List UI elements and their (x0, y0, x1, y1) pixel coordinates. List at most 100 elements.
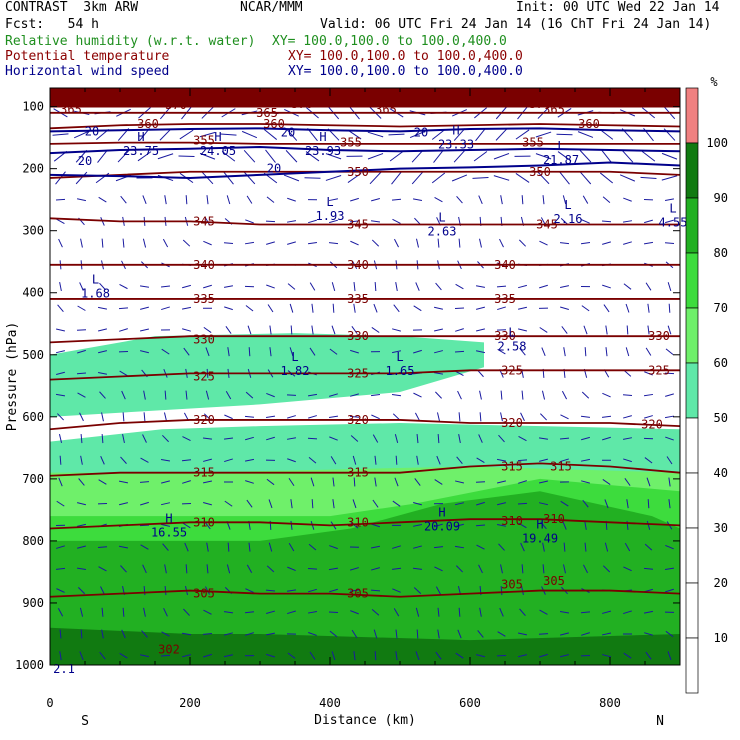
wind-arrow (371, 198, 380, 202)
wind-arrow (579, 171, 592, 185)
theta-label: 345 (193, 214, 215, 228)
y-tick-label: 800 (22, 534, 44, 548)
wind-arrow (498, 543, 505, 551)
wind-arrow (478, 434, 483, 443)
extremum-marker: H (214, 130, 221, 144)
extremum-marker: L (291, 350, 298, 364)
theta-label: 335 (347, 292, 369, 306)
wind-arrow (563, 347, 566, 357)
x-tick-label: 800 (599, 696, 621, 710)
wind-arrow (329, 630, 338, 638)
wind-arrow (518, 435, 527, 442)
wind-arrow (456, 456, 463, 465)
wind-arrow (622, 437, 633, 440)
colorbar-segment (685, 417, 699, 474)
wind-arrow (374, 282, 377, 292)
wind-arrow (539, 609, 548, 615)
wind-arrow (622, 220, 633, 223)
wind-arrow (643, 241, 654, 245)
wind-arrow (496, 458, 507, 462)
wind-arrow (601, 149, 612, 163)
wind-arrow (413, 587, 422, 594)
y-tick-label: 500 (22, 348, 44, 362)
x-tick-label: 0 (46, 696, 53, 710)
wind-arrow (601, 415, 612, 418)
wind-arrow (434, 566, 443, 572)
wind-arrow (581, 632, 590, 636)
wind-arrow (458, 238, 461, 248)
wind-arrow (599, 172, 614, 184)
wind-arrow (224, 500, 233, 507)
wind-arrow (371, 608, 380, 616)
wind-arrow (309, 651, 316, 660)
wind-arrow (286, 220, 297, 223)
wind-arrow (179, 129, 194, 140)
wind-arrow (661, 152, 678, 160)
wind-arrow (182, 522, 191, 529)
wind-arrow (287, 241, 296, 245)
colorbar-segment (685, 637, 699, 694)
wind-arrow (437, 238, 440, 248)
wind-arrow (221, 150, 236, 162)
wind-arrow (661, 175, 678, 181)
wind-arrow (454, 350, 465, 353)
colorbar-label: 30 (714, 521, 728, 535)
wind-arrow (416, 238, 419, 248)
wind-arrow (164, 564, 167, 574)
theta-label: 330 (347, 329, 369, 343)
wind-arrow (472, 177, 489, 179)
wind-arrow (520, 412, 525, 422)
wind-arrow (263, 129, 278, 140)
wind-arrow (143, 412, 146, 422)
wind-arrow (559, 242, 570, 245)
wind-arrow (537, 171, 550, 185)
wind-arrow (664, 567, 675, 570)
wind-arrow (645, 651, 652, 660)
wind-arrow (118, 480, 129, 484)
wind-arrow (206, 195, 209, 205)
theta-label: 330 (193, 332, 215, 346)
wind-arrow (665, 393, 674, 397)
extremum-value: 23.33 (438, 138, 474, 152)
extremum-value: 2.1 (53, 662, 75, 676)
wind-arrow (266, 653, 275, 658)
wind-arrow (203, 502, 212, 506)
wind-arrow (59, 629, 62, 639)
wind-arrow (479, 607, 482, 617)
wind-arrow (182, 480, 191, 484)
extremum-marker: L (92, 273, 99, 287)
wind-arrow (224, 458, 233, 463)
y-axis-label: Pressure (hPa) (5, 322, 20, 432)
wind-arrow (118, 307, 129, 310)
wind-arrow (667, 325, 672, 335)
wind-arrow (160, 459, 171, 462)
wind-arrow (476, 654, 485, 658)
wind-arrow (287, 283, 296, 290)
wind-arrow (223, 242, 234, 244)
wind-arrow (373, 303, 378, 313)
wind-arrow (623, 458, 632, 463)
wind-arrow (475, 350, 486, 354)
wind-arrow (580, 415, 591, 418)
wind-arrow (646, 477, 651, 487)
wind-arrow (161, 480, 170, 484)
wind-arrow (667, 282, 672, 291)
wind-arrow (161, 348, 170, 355)
extremum-marker: L (669, 201, 676, 215)
wind-arrow (436, 412, 441, 422)
wind-arrow (287, 610, 296, 615)
extremum-marker: L (396, 350, 403, 364)
extremum-value: 1.82 (281, 364, 310, 378)
wind-arrow (269, 325, 272, 335)
wind-arrow (372, 499, 379, 508)
wind-arrow (479, 390, 482, 400)
wind-arrow (645, 282, 652, 291)
theta-label: 350 (347, 165, 369, 179)
wind-arrow (498, 434, 505, 443)
wind-arrow (392, 588, 401, 593)
wind-arrow (139, 481, 150, 483)
wind-arrow (266, 565, 275, 573)
wind-arrow (56, 500, 65, 507)
wind-arrow (142, 238, 147, 248)
wind-arrow (164, 390, 167, 400)
